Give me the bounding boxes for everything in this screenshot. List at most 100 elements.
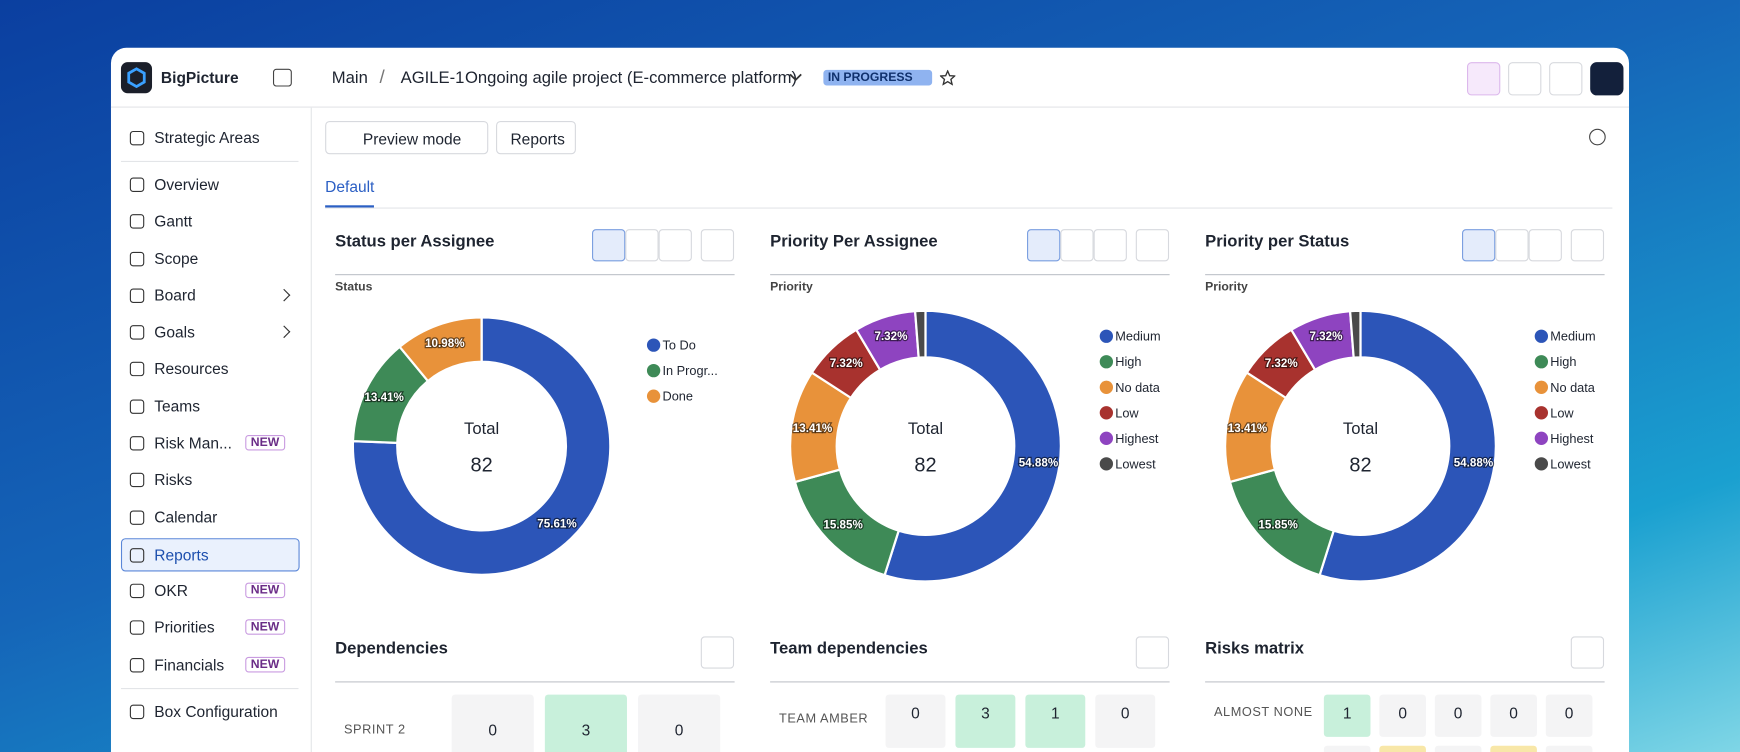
preview-mode-button[interactable]: Preview mode (325, 120, 489, 155)
refresh[interactable] (1589, 128, 1606, 146)
project-key: AGILE-1 (400, 68, 465, 88)
nav-item[interactable]: Strategic Areas (154, 128, 260, 147)
tab-underline (325, 205, 374, 208)
legend-swatch (1099, 355, 1114, 369)
nav-badge: NEW (245, 656, 285, 673)
fullscreen (700, 636, 735, 669)
legend-swatch (1534, 457, 1549, 471)
nav-icon (129, 177, 145, 192)
view-toggle[interactable] (658, 229, 692, 262)
nav-icon (129, 510, 145, 525)
nav-item[interactable]: Priorities (154, 618, 215, 636)
cell-value: 3 (981, 706, 990, 723)
data-label: 10.98% (425, 337, 465, 350)
nav-item[interactable]: Box Configuration (154, 702, 278, 721)
project-name: Ongoing agile project (E-commerce platfo… (464, 68, 798, 88)
data-label: 15.85% (823, 518, 863, 531)
collapse-sidebar[interactable] (272, 68, 292, 87)
view-toggle[interactable] (625, 229, 659, 262)
tools[interactable] (1508, 62, 1542, 96)
view-toggle[interactable] (592, 229, 626, 262)
data-label: 7.32% (874, 330, 908, 343)
avatar[interactable] (1590, 62, 1624, 96)
data-label: 7.32% (830, 357, 864, 370)
widget-divider (770, 274, 1170, 276)
view-toggle[interactable] (1027, 229, 1061, 262)
nav-item[interactable]: Reports (154, 545, 209, 564)
view-toggle[interactable] (1093, 229, 1127, 262)
widget-title: Risks matrix (1205, 639, 1305, 658)
nav-item[interactable]: Board (154, 286, 196, 305)
cell-value: 0 (1454, 706, 1463, 723)
nav-item[interactable]: Overview (154, 175, 220, 194)
nav-icon (129, 251, 145, 267)
widget-divider (770, 681, 1170, 683)
fullscreen (700, 229, 735, 262)
legend-label: Lowest (1115, 456, 1156, 471)
matrix-cell (1095, 694, 1156, 748)
legend-swatch (1099, 380, 1114, 394)
nav-icon (129, 399, 145, 414)
matrix-cell (638, 694, 721, 752)
nav-icon (129, 325, 145, 340)
legend-swatch (646, 389, 661, 403)
widget-title: Dependencies (335, 639, 448, 658)
project-dropdown[interactable] (788, 71, 804, 84)
nav-item[interactable]: Scope (154, 249, 199, 268)
legend-label: No data (1550, 380, 1596, 395)
chart-axis-label: Priority (1205, 280, 1248, 294)
cell-value: 0 (1398, 706, 1407, 723)
row-label: SPRINT 2 (344, 722, 406, 737)
favorite[interactable] (939, 69, 956, 86)
logo-icon (127, 67, 146, 89)
announcements[interactable] (1467, 62, 1501, 96)
legend-swatch (1534, 380, 1549, 394)
legend-label: Highest (1115, 431, 1159, 446)
status-badge[interactable]: IN PROGRESS (823, 69, 933, 86)
reports-button[interactable]: Reports (496, 120, 576, 155)
matrix-cell (955, 694, 1016, 748)
nav-item[interactable]: Resources (154, 359, 229, 378)
fullscreen (1135, 636, 1170, 669)
cell-value: 3 (582, 722, 591, 739)
view-toggle[interactable] (1060, 229, 1094, 262)
sidebar-divider (310, 107, 312, 752)
view-toggle[interactable] (1462, 229, 1496, 262)
app-switcher[interactable] (1549, 62, 1583, 96)
header-divider (110, 106, 1630, 108)
legend-swatch (1534, 355, 1549, 369)
chart-axis-label: Status (335, 280, 372, 294)
view-toggle[interactable] (1528, 229, 1562, 262)
legend-label: To Do (662, 338, 695, 353)
view-toggle[interactable] (1495, 229, 1529, 262)
cell-value: 0 (911, 706, 920, 723)
nav-icon (129, 214, 145, 229)
nav-icon (129, 704, 145, 720)
tab[interactable]: Default (325, 177, 375, 196)
nav-active (120, 538, 300, 572)
nav-item[interactable]: Calendar (154, 508, 218, 526)
row-label: TEAM AMBER (779, 710, 868, 725)
breadcrumb-separator: / (379, 66, 385, 88)
widget-title: Status per Assignee (335, 231, 494, 250)
legend-label: Low (1115, 405, 1139, 420)
nav-item[interactable]: Financials (154, 655, 225, 674)
nav-item[interactable]: Gantt (154, 211, 193, 230)
widget-divider (1205, 681, 1605, 683)
data-label: 13.41% (364, 391, 404, 404)
legend-label: No data (1115, 380, 1161, 395)
cell-value: 0 (675, 722, 684, 739)
matrix-cell (1025, 694, 1086, 748)
matrix-cell-next-row (1490, 745, 1537, 752)
nav-item[interactable]: Teams (154, 397, 201, 416)
nav-item[interactable]: Risks (154, 470, 193, 489)
center-total: 82 (470, 454, 492, 476)
nav-item[interactable]: Goals (154, 322, 195, 341)
nav-item[interactable]: Risk Man... (154, 433, 232, 452)
breadcrumb[interactable]: Main (331, 68, 368, 88)
donut-segment (883, 309, 1062, 583)
nav-item[interactable]: OKR (154, 581, 188, 600)
matrix-cell-next-row (1379, 745, 1426, 752)
